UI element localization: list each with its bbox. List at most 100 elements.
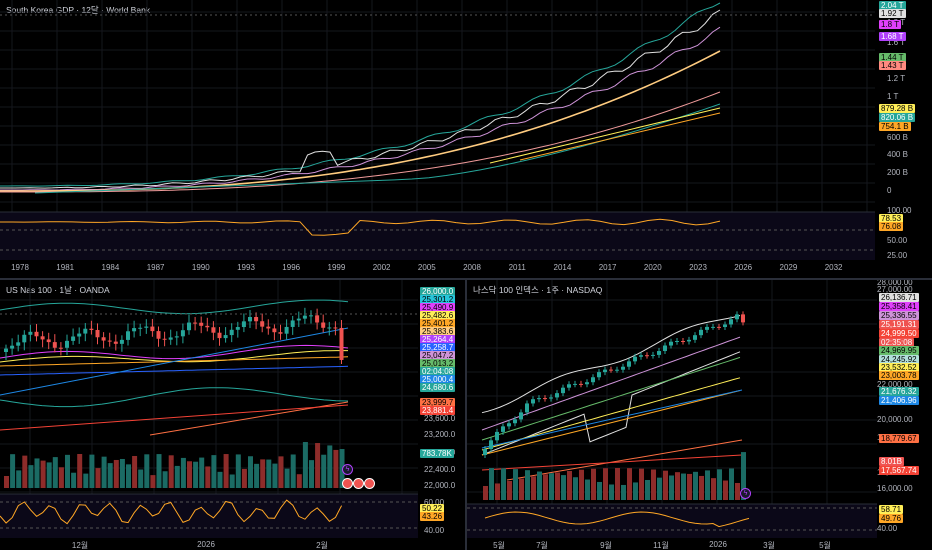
time-axis-label: 2032	[824, 263, 843, 272]
trend-line	[481, 389, 743, 449]
volume-bar	[217, 471, 223, 488]
candle	[174, 336, 179, 338]
candle	[705, 326, 709, 330]
candle	[16, 342, 21, 346]
vertical-pane-separator[interactable]	[465, 280, 467, 550]
candle	[585, 382, 589, 385]
volume-bar	[687, 473, 692, 500]
volume-bar	[615, 468, 620, 500]
candle	[687, 339, 691, 342]
price-badge: 78.53	[879, 214, 904, 223]
time-axis-label: 12월	[71, 541, 89, 550]
volume-bar	[489, 468, 494, 500]
price-badge: 1.8 T	[879, 20, 902, 29]
us-flag-icon[interactable]	[364, 478, 375, 489]
price-badge: 25,191.31	[879, 320, 919, 329]
volume-bar	[315, 443, 321, 488]
candle	[645, 355, 649, 357]
candle	[621, 366, 625, 370]
volume-bar	[89, 454, 95, 488]
left-chart-pane[interactable]: US Nas 100 · 1날 · OANDA 23,600.0 23,200.0…	[0, 280, 465, 550]
time-axis-label: 2026	[197, 540, 215, 549]
candle	[65, 340, 69, 348]
volume-bar	[205, 466, 211, 488]
candle	[651, 354, 655, 356]
candle	[58, 347, 63, 349]
oscillator-panel	[467, 504, 877, 538]
price-badge: 25,482.6	[420, 311, 456, 320]
volume-bar	[71, 472, 77, 488]
price-axis-label: 23,200.0	[424, 430, 456, 439]
volume-bar	[254, 463, 260, 488]
candle	[266, 326, 271, 329]
volume-bar	[507, 480, 512, 500]
price-badge: 25,013.2	[420, 359, 456, 368]
volume-bar	[156, 454, 162, 488]
candle	[561, 387, 565, 394]
us-flag-icon[interactable]	[353, 478, 364, 489]
candle	[119, 339, 124, 344]
time-axis-label: 2월	[316, 541, 328, 550]
time-axis-label: 5월	[493, 541, 505, 550]
trend-line	[0, 404, 349, 431]
horizontal-pane-separator[interactable]	[0, 278, 932, 280]
price-axis-label: 28,000.00	[877, 280, 913, 287]
candle	[144, 326, 149, 328]
volume-bar	[573, 477, 578, 500]
price-badge: 58.71	[879, 505, 904, 514]
right-chart-pane[interactable]: 나스닥 100 인덱스 · 1주 · NASDAQ 28,000.00 27,00…	[467, 280, 932, 550]
moving-average-line	[0, 344, 349, 360]
top-chart-pane[interactable]: South Korea GDP · 12달 · World Bank 2 T1.…	[0, 0, 932, 278]
teal-band-line	[0, 2, 721, 187]
volume-bar	[22, 455, 28, 488]
candle	[302, 315, 307, 319]
volume-bar	[278, 456, 284, 488]
lightning-icon[interactable]: ϟ	[740, 488, 751, 499]
volume-bar	[58, 467, 64, 488]
candle	[89, 328, 94, 330]
bollinger-upper-line	[0, 299, 349, 315]
volume-bar	[327, 445, 333, 488]
candle	[46, 339, 51, 343]
candle	[537, 398, 541, 400]
price-axis-label: 0	[887, 186, 892, 195]
candle	[113, 341, 118, 344]
bollinger-upper-line	[481, 315, 741, 414]
candle	[543, 398, 547, 400]
moving-average-line	[0, 350, 348, 363]
oscillator-axis-label: 25.00	[887, 251, 908, 260]
price-badge: 24,245.92	[879, 355, 919, 364]
time-axis-label: 2020	[643, 263, 662, 272]
left-chart-canvas[interactable]	[0, 280, 465, 550]
right-chart-canvas[interactable]	[467, 280, 932, 550]
price-badge: 25,401.2	[420, 319, 456, 328]
price-badge: 1.44 T	[879, 53, 906, 62]
moving-average-line	[481, 356, 741, 441]
candle	[339, 327, 344, 360]
candle	[138, 327, 143, 329]
price-axis-label: 1.2 T	[887, 74, 906, 83]
candle	[615, 369, 619, 371]
candle	[495, 431, 499, 441]
candle	[633, 356, 637, 362]
volume-bar	[272, 463, 278, 488]
price-badge: 49.76	[879, 514, 904, 523]
volume-bar	[549, 473, 554, 500]
volume-bar	[248, 456, 253, 488]
price-axis-label: 27,000.00	[877, 285, 913, 294]
volume-bar	[735, 482, 740, 500]
time-axis-label: 1984	[101, 263, 120, 272]
candle	[717, 326, 721, 328]
candle	[34, 331, 39, 337]
lightning-icon[interactable]: ϟ	[342, 464, 353, 475]
candle	[333, 327, 338, 329]
volume-bar	[651, 469, 656, 500]
volume-bar	[483, 486, 488, 500]
price-axis-label: 20,000.00	[877, 415, 913, 424]
candle	[278, 332, 283, 334]
volume-bar	[537, 471, 542, 500]
yellow-trend-line	[489, 107, 721, 164]
top-chart-canvas[interactable]	[0, 0, 932, 278]
volume-bar	[609, 484, 614, 500]
us-flag-icon[interactable]	[342, 478, 353, 489]
